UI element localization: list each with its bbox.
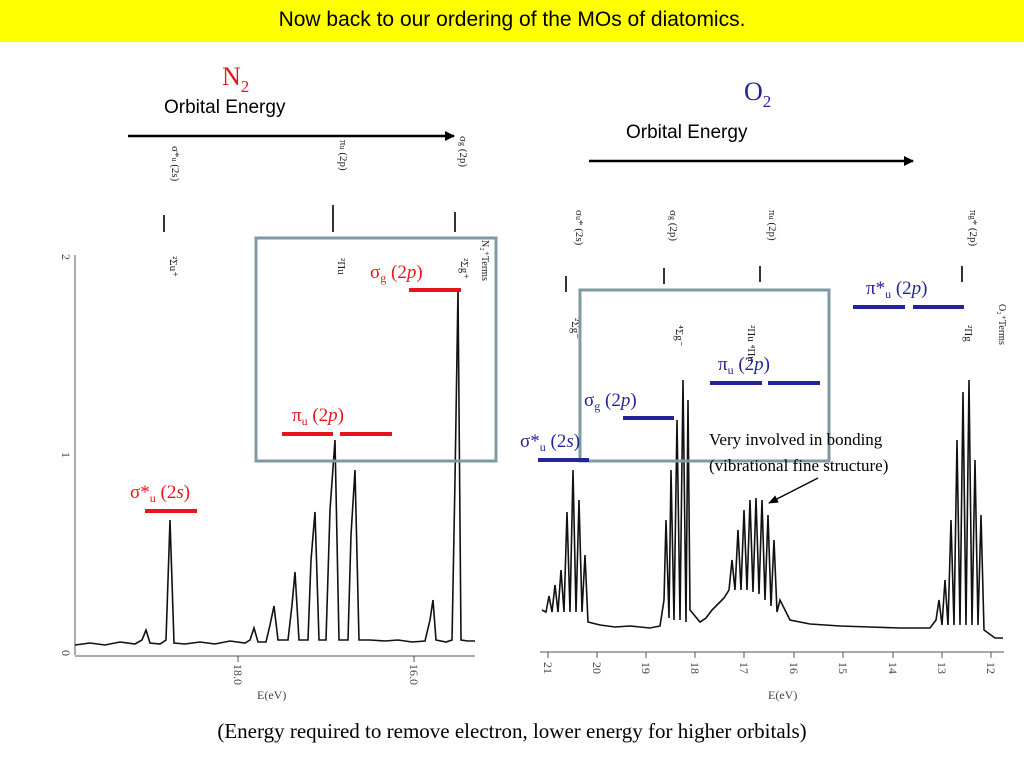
o2-annotation-arrow (768, 477, 819, 504)
o2-annotation-line-2: (vibrational fine structure) (709, 456, 888, 475)
o2-x-tick-19: 19 (639, 662, 653, 674)
n2-y-ticks: 2 1 0 (59, 254, 73, 656)
o2-scan-term-4: ²Πg (962, 325, 974, 342)
o2-scan-term-2: ⁴Σg⁻ (673, 325, 685, 347)
o2-label-sigma-g-2p: σg (2p) (584, 390, 637, 413)
n2-mo-levels (145, 288, 461, 513)
o2-panel: O2 Orbital Energy σu* (2s) σg (2p) πu (2… (520, 77, 1007, 702)
o2-label-pi-star-2p: π*u (2p) (866, 278, 928, 301)
o2-highlight-box (578, 288, 831, 463)
o2-spectrum-trace (541, 379, 1003, 639)
n2-y-tick-0: 0 (59, 650, 73, 656)
o2-scan-label-2: σg (2p) (667, 210, 679, 241)
o2-x-tick-17: 17 (737, 662, 751, 674)
n2-y-tick-2: 2 (59, 254, 73, 260)
n2-label-sigma-star-2s: σ*u (2s) (130, 482, 190, 505)
n2-terms-label: N₂⁺Terms (479, 240, 490, 281)
n2-term-ticks (163, 205, 456, 232)
n2-label-pi-u-2p: πu (2p) (292, 405, 344, 428)
o2-x-tick-21: 21 (541, 662, 555, 674)
n2-orbital-energy-label: Orbital Energy (164, 97, 286, 118)
n2-scan-term-2: ²Πu (335, 258, 347, 275)
o2-scan-term-1: ²Σg⁻ (569, 318, 581, 339)
o2-molecule-label: O2 (744, 77, 771, 111)
o2-x-tick-16: 16 (787, 662, 801, 674)
slide-title: Now back to our ordering of the MOs of d… (278, 8, 746, 31)
n2-label-sigma-g-2p: σg (2p) (370, 262, 423, 285)
o2-x-axis-label: E(eV) (768, 688, 797, 702)
n2-x-axis-label: E(eV) (257, 688, 286, 702)
n2-x-ticks: 18.0 16.0 (231, 664, 421, 685)
n2-molecule-label: N2 (222, 62, 249, 96)
n2-scan-label-2: πu (2p) (337, 140, 349, 171)
o2-scan-label-3: πu (2p) (766, 210, 778, 241)
n2-scan-labels: σ*u (2s) πu (2p) σg (2p) ²Σu⁺ ²Πu ²Σg⁺ N… (167, 136, 490, 281)
o2-x-tick-15: 15 (836, 662, 850, 674)
o2-x-tick-20: 20 (590, 662, 604, 674)
o2-x-ticks: 21 20 19 18 17 16 15 14 13 12 (541, 662, 998, 674)
o2-x-tick-12: 12 (984, 662, 998, 674)
o2-x-tick-marks (547, 652, 992, 658)
o2-mo-labels: σ*u (2s) σg (2p) πu (2p) π*u (2p) (520, 278, 928, 454)
o2-scan-term-3: ²Πu ⁴Πu (745, 325, 757, 362)
n2-y-tick-1: 1 (59, 452, 73, 458)
n2-mo-labels: σ*u (2s) πu (2p) σg (2p) (130, 262, 423, 505)
n2-scan-term-1: ²Σu⁺ (167, 256, 179, 277)
n2-highlight-box (254, 236, 498, 463)
o2-mo-levels (538, 305, 964, 462)
n2-x-tick-18: 18.0 (231, 664, 245, 685)
n2-panel: N2 Orbital Energy σ*u (2s) πu (2p) σg (2… (59, 62, 498, 702)
o2-x-tick-14: 14 (886, 662, 900, 674)
n2-x-tick-marks (237, 656, 415, 662)
o2-x-tick-13: 13 (935, 662, 949, 674)
o2-annotation: Very involved in bonding (vibrational fi… (709, 430, 888, 475)
o2-scan-label-1: σu* (2s) (573, 210, 585, 246)
n2-scan-label-3: σg (2p) (457, 136, 469, 167)
o2-label-pi-u-2p: πu (2p) (718, 354, 770, 377)
n2-scan-label-1: σ*u (2s) (169, 146, 181, 182)
o2-orbital-energy-label: Orbital Energy (626, 122, 748, 143)
o2-annotation-line-1: Very involved in bonding (709, 430, 883, 449)
slide-title-bar: Now back to our ordering of the MOs of d… (0, 0, 1024, 42)
n2-scan-term-3: ²Σg⁺ (458, 258, 470, 279)
o2-scan-labels: σu* (2s) σg (2p) πu (2p) πg* (2p) ²Σg⁻ ⁴… (569, 210, 1007, 362)
n2-x-tick-16: 16.0 (407, 664, 421, 685)
o2-x-tick-18: 18 (688, 662, 702, 674)
o2-label-sigma-star-2s: σ*u (2s) (520, 431, 580, 454)
o2-terms-label: O₂⁺Terms (996, 304, 1007, 345)
o2-term-ticks (565, 266, 963, 292)
slide-caption: (Energy required to remove electron, low… (217, 719, 807, 743)
n2-spectrum-trace (74, 289, 475, 646)
o2-scan-label-4: πg* (2p) (967, 210, 979, 246)
